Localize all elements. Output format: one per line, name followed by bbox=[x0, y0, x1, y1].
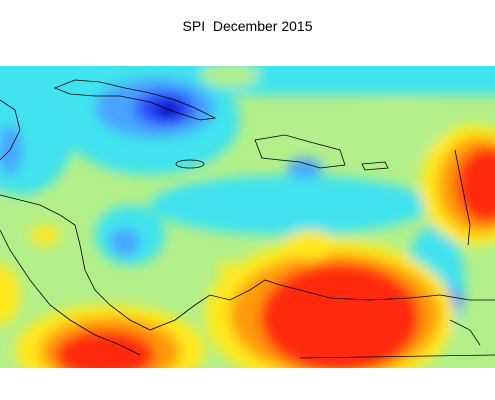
map-title: SPI December 2015 bbox=[182, 18, 313, 34]
spi-field bbox=[0, 66, 495, 368]
